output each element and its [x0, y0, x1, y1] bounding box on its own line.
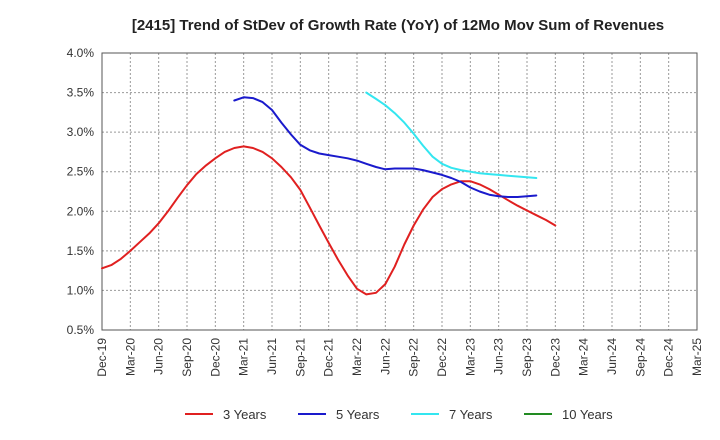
- legend: 3 Years 5 Years 7 Years 10 Years: [185, 407, 613, 422]
- series-layer: [101, 91, 557, 296]
- x-tick-label: Dec-19: [95, 338, 109, 377]
- legend-label: 7 Years: [449, 407, 493, 422]
- y-axis-ticks: 0.5% 1.0% 1.5% 2.0% 2.5% 3.0% 3.5% 4.0%: [67, 46, 95, 337]
- y-tick-label: 3.0%: [67, 125, 95, 139]
- chart-title: [2415] Trend of StDev of Growth Rate (Yo…: [132, 17, 664, 34]
- series-line-5-years: [233, 96, 538, 198]
- x-tick-label: Mar-23: [463, 338, 477, 376]
- x-tick-label: Mar-20: [123, 338, 137, 376]
- x-tick-label: Sep-21: [293, 338, 307, 377]
- y-tick-label: 2.5%: [67, 165, 95, 179]
- x-tick-label: Mar-24: [577, 338, 591, 376]
- x-tick-label: Dec-20: [208, 338, 222, 377]
- x-tick-label: Dec-21: [322, 338, 336, 377]
- y-tick-label: 4.0%: [67, 46, 95, 60]
- x-tick-label: Sep-24: [633, 338, 647, 377]
- x-axis-ticks: Dec-19 Mar-20 Jun-20 Sep-20 Dec-20 Mar-21 Jun-…: [95, 338, 704, 377]
- legend-label: 3 Years: [223, 407, 267, 422]
- series-line-7-years: [365, 91, 538, 179]
- x-tick-label: Jun-21: [265, 338, 279, 375]
- x-tick-label: Jun-24: [605, 338, 619, 375]
- y-tick-label: 2.0%: [67, 204, 95, 218]
- y-tick-label: 1.5%: [67, 244, 95, 258]
- x-tick-label: Dec-23: [548, 338, 562, 377]
- x-tick-label: Mar-21: [237, 338, 251, 376]
- series-line-3-years: [101, 145, 557, 296]
- legend-label: 5 Years: [336, 407, 380, 422]
- x-tick-label: Jun-20: [152, 338, 166, 375]
- y-tick-label: 3.5%: [67, 86, 95, 100]
- plot-frame: [101, 52, 698, 331]
- x-tick-label: Dec-22: [435, 338, 449, 377]
- x-tick-label: Dec-24: [662, 338, 676, 377]
- x-tick-label: Sep-22: [407, 338, 421, 377]
- x-tick-label: Sep-20: [180, 338, 194, 377]
- x-tick-label: Mar-22: [350, 338, 364, 376]
- x-tick-label: Sep-23: [520, 338, 534, 377]
- x-tick-label: Jun-23: [492, 338, 506, 375]
- x-tick-label: Jun-22: [378, 338, 392, 375]
- x-tick-label: Mar-25: [690, 338, 704, 376]
- legend-label: 10 Years: [562, 407, 613, 422]
- y-tick-label: 1.0%: [67, 283, 95, 297]
- y-tick-label: 0.5%: [67, 323, 95, 337]
- grid-layer: [102, 53, 697, 330]
